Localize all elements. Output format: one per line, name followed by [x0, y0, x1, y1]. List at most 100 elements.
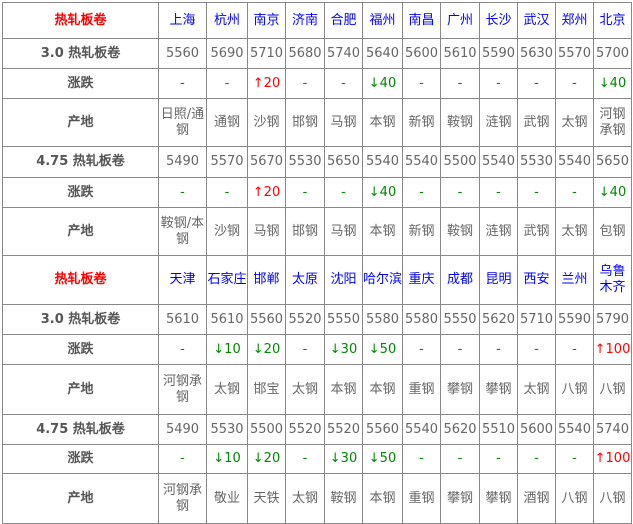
city-name: 武汉: [517, 2, 556, 39]
change-cell: -: [402, 444, 441, 474]
change-cell: ↑100: [593, 334, 632, 365]
price-cell: 5740: [593, 414, 632, 445]
spec-label: 3.0 热轧板卷: [2, 304, 159, 335]
origin-label: 产地: [2, 364, 159, 415]
price-cell: 5620: [440, 414, 480, 445]
origin-cell: 八钢: [555, 364, 594, 415]
change-cell: -: [555, 334, 594, 365]
city-name: 济南: [285, 2, 325, 39]
city-name: 广州: [440, 2, 480, 39]
product-title: 热轧板卷: [2, 2, 159, 39]
city-name: 福州: [362, 2, 403, 39]
origin-cell: 本钢: [362, 473, 403, 524]
origin-cell: 包钢: [593, 207, 632, 256]
origin-cell: 酒钢: [517, 473, 556, 524]
change-cell: -: [158, 177, 207, 208]
change-cell: -: [479, 334, 518, 365]
city-name: 合肥: [324, 2, 363, 39]
change-cell: -: [285, 444, 325, 474]
price-cell: 5530: [285, 146, 325, 178]
change-cell: -: [158, 334, 207, 365]
origin-cell: 通钢: [206, 98, 248, 147]
origin-cell: 河钢承钢: [158, 473, 207, 524]
price-cell: 5590: [555, 304, 594, 335]
origin-cell: 攀钢: [440, 473, 480, 524]
spec-label: 4.75 热轧板卷: [2, 414, 159, 445]
city-name: 太原: [285, 255, 325, 305]
origin-cell: 新钢: [402, 98, 441, 147]
origin-cell: 太钢: [517, 364, 556, 415]
change-cell: -: [158, 68, 207, 99]
origin-cell: 马钢: [324, 98, 363, 147]
change-cell: -: [517, 177, 556, 208]
price-cell: 5560: [158, 38, 207, 69]
price-cell: 5690: [206, 38, 248, 69]
origin-cell: 沙钢: [247, 98, 286, 147]
price-cell: 5550: [324, 304, 363, 335]
change-cell: ↓10: [206, 334, 248, 365]
price-cell: 5600: [517, 414, 556, 445]
origin-cell: 太钢: [555, 207, 594, 256]
origin-cell: 太钢: [285, 473, 325, 524]
city-name: 南京: [247, 2, 286, 39]
price-cell: 5590: [479, 38, 518, 69]
change-cell: ↓50: [362, 334, 403, 365]
price-cell: 5540: [479, 146, 518, 178]
change-cell: -: [402, 68, 441, 99]
change-cell: -: [555, 68, 594, 99]
change-row: 涨跌 - ↓10 ↓20- ↓30 ↓50- - - - - ↑100: [2, 444, 632, 474]
change-cell: ↓20: [247, 334, 286, 365]
price-cell: 5540: [402, 146, 441, 178]
city-name: 长沙: [479, 2, 518, 39]
price-cell: 5540: [362, 146, 403, 178]
origin-cell: 马钢: [247, 207, 286, 256]
change-cell: -: [555, 177, 594, 208]
origin-cell: 邯宝: [247, 364, 286, 415]
origin-label: 产地: [2, 98, 159, 147]
price-cell: 5580: [362, 304, 403, 335]
city-name: 重庆: [402, 255, 441, 305]
change-cell: -: [206, 177, 248, 208]
change-cell: -: [517, 68, 556, 99]
origin-cell: 新钢: [402, 207, 441, 256]
city-name: 石家庄: [206, 255, 248, 305]
origin-cell: 马钢: [324, 207, 363, 256]
price-cell: 5670: [247, 146, 286, 178]
change-cell: ↑20: [247, 68, 286, 99]
origin-row: 产地 河钢承钢 太钢 邯宝 太钢 本钢 本钢 重钢 攀钢 攀钢 太钢 八钢 八钢: [2, 364, 632, 415]
price-row: 3.0 热轧板卷 5560 5690 5710 5680 5740 5640 5600 5610…: [2, 38, 632, 69]
origin-cell: 涟钢: [479, 98, 518, 147]
city-name: 上海: [158, 2, 207, 39]
origin-cell: 八钢: [555, 473, 594, 524]
change-cell: ↓50: [362, 444, 403, 474]
origin-cell: 邯钢: [285, 207, 325, 256]
change-cell: -: [206, 68, 248, 99]
price-cell: 5680: [285, 38, 325, 69]
change-cell: -: [285, 177, 325, 208]
change-cell: -: [158, 444, 207, 474]
change-cell: -: [324, 68, 363, 99]
city-name: 杭州: [206, 2, 248, 39]
origin-row: 产地 河钢承钢 敬业 天铁 太钢 鞍钢 本钢 重钢 攀钢 攀钢 酒钢 八钢 八钢: [2, 473, 632, 524]
price-cell: 5600: [402, 38, 441, 69]
city-name: 昆明: [479, 255, 518, 305]
origin-cell: 敬业: [206, 473, 248, 524]
price-row: 4.75 热轧板卷 5490 5570 5670 5530 5650 5540 5540 550…: [2, 146, 632, 178]
origin-cell: 本钢: [324, 364, 363, 415]
change-cell: -: [440, 334, 480, 365]
city-name: 沈阳: [324, 255, 363, 305]
price-cell: 5560: [362, 414, 403, 445]
change-label: 涨跌: [2, 334, 159, 365]
price-cell: 5620: [479, 304, 518, 335]
price-cell: 5610: [440, 38, 480, 69]
price-cell: 5530: [206, 414, 248, 445]
origin-cell: 邯钢: [285, 98, 325, 147]
price-cell: 5580: [402, 304, 441, 335]
price-cell: 5540: [555, 146, 594, 178]
price-cell: 5490: [158, 414, 207, 445]
origin-cell: 本钢: [362, 364, 403, 415]
origin-label: 产地: [2, 207, 159, 256]
origin-cell: 武钢: [517, 98, 556, 147]
price-cell: 5650: [593, 146, 632, 178]
change-row: 涨跌 - - ↑20- - ↓40- - - - - ↓40: [2, 177, 632, 208]
